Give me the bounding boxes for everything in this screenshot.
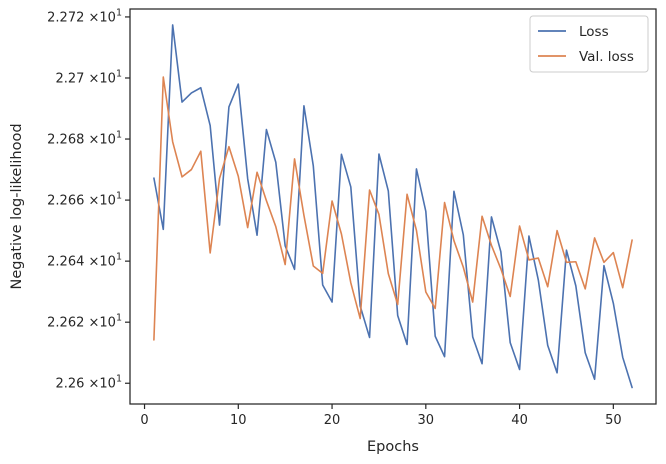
y-tick-label: 2.262 ×101 — [47, 313, 122, 331]
legend-label-loss: Loss — [579, 24, 609, 40]
legend-label-val-loss: Val. loss — [579, 49, 634, 65]
x-tick-label: 0 — [140, 413, 148, 428]
y-tick-label: 2.266 ×101 — [47, 191, 122, 209]
y-tick-label: 2.268 ×101 — [47, 130, 122, 148]
x-axis-ticks: 0 10 20 30 40 50 — [140, 404, 622, 428]
y-tick-label: 2.27 ×101 — [55, 68, 122, 86]
x-tick-label: 50 — [605, 413, 622, 428]
y-tick-label: 2.272 ×101 — [47, 7, 122, 25]
series-lines — [153, 24, 633, 389]
series-line-val-loss — [153, 76, 633, 341]
legend: Loss Val. loss — [529, 15, 649, 73]
x-tick-label: 40 — [511, 413, 528, 428]
y-axis-ticks: 2.26 ×101 2.262 ×101 2.264 ×101 2.266 ×101 2… — [47, 7, 130, 392]
x-axis-label: Epochs — [367, 439, 419, 455]
x-tick-label: 20 — [324, 413, 341, 428]
plot-frame — [129, 8, 657, 405]
legend-box — [529, 15, 649, 73]
series-line-loss — [153, 24, 633, 389]
y-axis-label: Negative log-likelihood — [9, 123, 25, 289]
x-tick-label: 10 — [230, 413, 247, 428]
y-tick-label: 2.264 ×101 — [47, 252, 122, 270]
x-tick-label: 30 — [418, 413, 435, 428]
y-tick-label: 2.26 ×101 — [55, 374, 122, 392]
